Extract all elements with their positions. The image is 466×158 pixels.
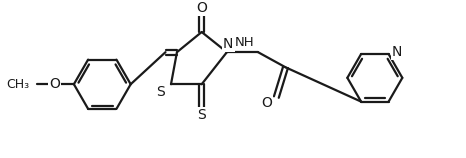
Text: O: O <box>261 96 272 109</box>
Text: S: S <box>197 108 206 122</box>
Text: CH₃: CH₃ <box>7 78 29 91</box>
Text: O: O <box>196 1 207 15</box>
Text: N: N <box>391 45 402 59</box>
Text: O: O <box>49 77 60 91</box>
Text: N: N <box>223 37 233 51</box>
Text: S: S <box>157 85 165 100</box>
Text: NH: NH <box>235 36 254 49</box>
